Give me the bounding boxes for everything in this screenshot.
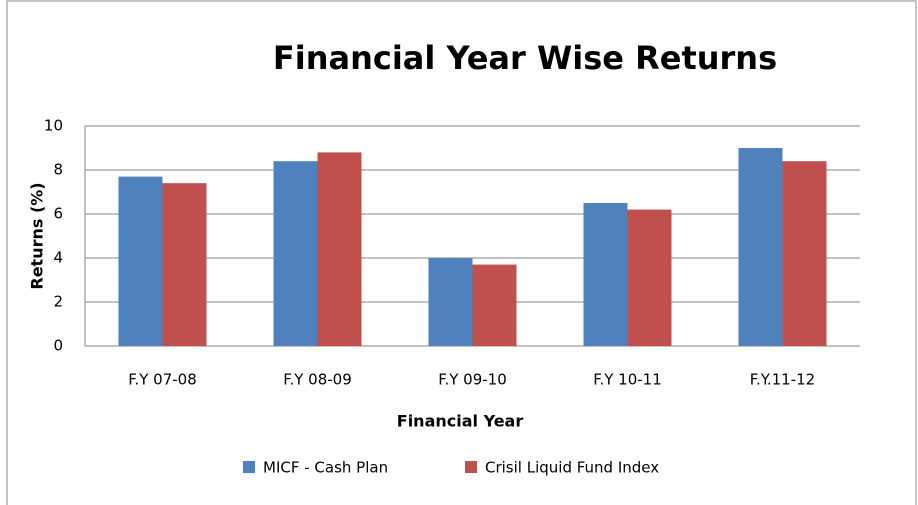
legend-label: MICF - Cash Plan: [263, 459, 388, 477]
bar: [627, 209, 672, 346]
x-axis-title: Financial Year: [397, 412, 524, 431]
x-tick-label: F.Y 08-09: [283, 371, 352, 389]
y-tick-label: 10: [44, 117, 63, 135]
y-tick-label: 0: [53, 337, 63, 355]
y-axis-title: Returns (%): [28, 182, 47, 289]
bar: [273, 161, 318, 346]
x-tick-label: F.Y 07-08: [128, 371, 197, 389]
y-tick-label: 4: [53, 249, 63, 267]
y-tick-label: 8: [53, 161, 63, 179]
bar: [472, 264, 517, 346]
chart-title: Financial Year Wise Returns: [273, 39, 777, 77]
bar: [118, 176, 163, 346]
x-tick-label: F.Y 09-10: [438, 371, 507, 389]
bar: [317, 152, 362, 346]
legend-label: Crisil Liquid Fund Index: [485, 459, 659, 477]
x-tick-label: F.Y.11-12: [750, 371, 815, 389]
legend-swatch: [243, 461, 255, 473]
bar: [162, 183, 207, 346]
bar: [738, 148, 783, 346]
bar: [583, 203, 628, 346]
bar: [428, 258, 473, 346]
bar: [782, 161, 827, 346]
y-tick-label: 2: [53, 293, 63, 311]
x-tick-label: F.Y 10-11: [593, 371, 662, 389]
y-tick-label: 6: [53, 205, 63, 223]
legend-swatch: [465, 461, 477, 473]
